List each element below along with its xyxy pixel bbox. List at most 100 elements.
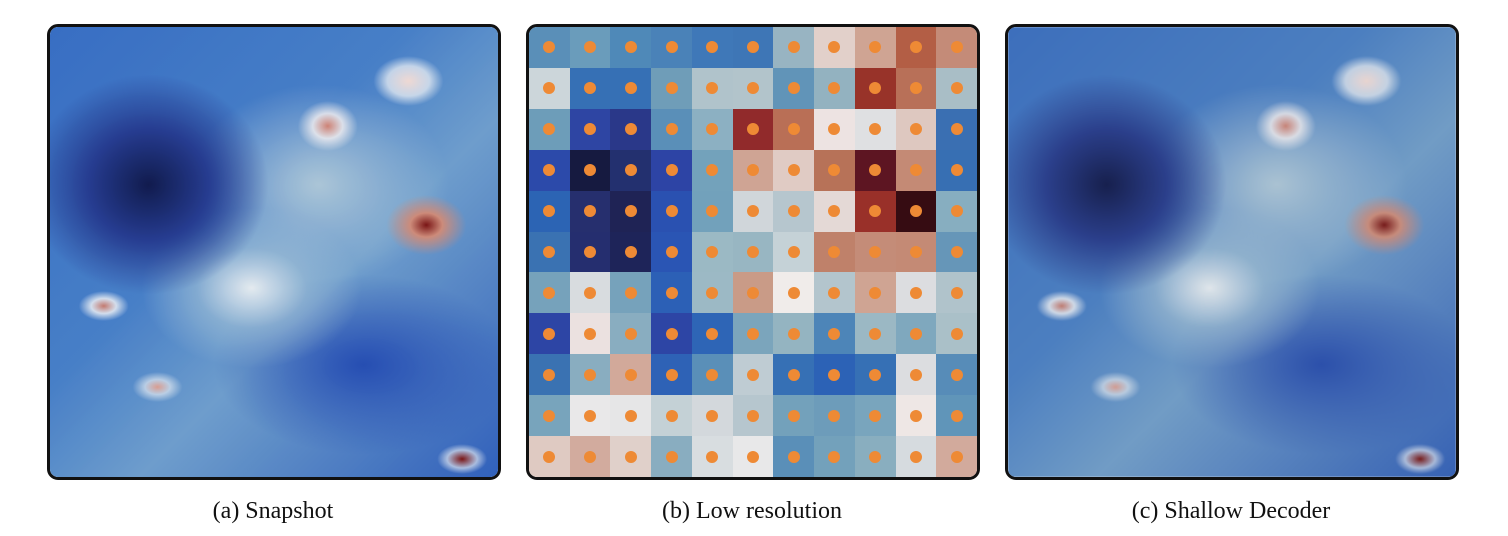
grid-cell xyxy=(529,395,570,437)
grid-cell xyxy=(814,313,855,355)
sensor-dot xyxy=(950,409,963,422)
grid-cell xyxy=(691,395,733,437)
sensor-dot xyxy=(706,123,719,136)
grid-cell xyxy=(936,395,977,437)
snapshot-field-image xyxy=(50,27,498,477)
sensor-dot xyxy=(543,368,556,381)
grid-cell xyxy=(773,190,815,232)
sensor-dot xyxy=(746,286,759,299)
grid-cell xyxy=(529,272,570,314)
sensor-dot xyxy=(787,205,800,218)
sensor-dot xyxy=(584,82,597,95)
grid-cell xyxy=(854,354,896,396)
sensor-dot xyxy=(909,368,922,381)
grid-cell xyxy=(732,108,774,150)
caption-snapshot: (a) Snapshot xyxy=(212,498,334,524)
grid-cell xyxy=(732,354,774,396)
grid-cell xyxy=(691,108,733,150)
sensor-dot xyxy=(624,164,637,177)
sensor-dot xyxy=(746,41,759,54)
grid-cell xyxy=(773,313,815,355)
sensor-dot xyxy=(746,409,759,422)
grid-cell xyxy=(651,313,692,355)
sensor-dot xyxy=(543,41,556,54)
sensor-dot xyxy=(584,41,597,54)
sensor-dot xyxy=(950,368,963,381)
grid-cell xyxy=(854,272,896,314)
sensor-dot xyxy=(746,245,759,258)
grid-cell xyxy=(569,27,611,68)
sensor-dot xyxy=(828,327,841,340)
grid-cell xyxy=(936,27,977,68)
grid-cell xyxy=(732,27,774,68)
grid-cell xyxy=(732,149,774,191)
sensor-dot xyxy=(584,245,597,258)
sensor-dot xyxy=(869,41,882,54)
sensor-dot xyxy=(543,450,556,463)
grid-cell xyxy=(691,436,733,477)
grid-cell xyxy=(814,231,855,273)
sensor-dot xyxy=(909,82,922,95)
sensor-dot xyxy=(624,41,637,54)
sensor-dot xyxy=(624,286,637,299)
grid-cell xyxy=(773,272,815,314)
sensor-dot xyxy=(869,123,882,136)
sensor-dot xyxy=(584,368,597,381)
sensor-dot xyxy=(787,327,800,340)
grid-cell xyxy=(569,108,611,150)
grid-cell xyxy=(732,67,774,109)
grid-cell xyxy=(936,272,977,314)
grid-cell xyxy=(610,149,652,191)
grid-cell xyxy=(610,272,652,314)
grid-cell xyxy=(773,231,815,273)
grid-cell xyxy=(773,395,815,437)
grid-cell xyxy=(854,231,896,273)
sensor-dot xyxy=(909,123,922,136)
sensor-dot xyxy=(746,164,759,177)
grid-cell xyxy=(936,313,977,355)
sensor-dot xyxy=(909,286,922,299)
sensor-dot xyxy=(624,409,637,422)
grid-cell xyxy=(569,395,611,437)
sensor-dot xyxy=(665,450,678,463)
grid-cell xyxy=(610,436,652,477)
grid-cell xyxy=(529,149,570,191)
sensor-dot xyxy=(869,164,882,177)
sensor-dot xyxy=(706,368,719,381)
grid-cell xyxy=(610,313,652,355)
sensor-dot xyxy=(706,245,719,258)
sensor-dot xyxy=(909,450,922,463)
grid-cell xyxy=(895,67,937,109)
grid-cell xyxy=(936,67,977,109)
grid-cell xyxy=(691,190,733,232)
grid-cell xyxy=(691,313,733,355)
grid-cell xyxy=(529,190,570,232)
grid-cell xyxy=(895,272,937,314)
grid-cell xyxy=(936,108,977,150)
grid-cell xyxy=(691,149,733,191)
sensor-dot xyxy=(665,164,678,177)
sensor-dot xyxy=(746,368,759,381)
grid-cell xyxy=(529,108,570,150)
sensor-dot xyxy=(828,245,841,258)
sensor-dot xyxy=(828,164,841,177)
grid-cell xyxy=(814,354,855,396)
caption-shallow-decoder: (c) Shallow Decoder xyxy=(1131,498,1331,524)
sensor-dot xyxy=(787,123,800,136)
grid-cell xyxy=(569,272,611,314)
sensor-dot xyxy=(869,205,882,218)
sensor-dot xyxy=(950,82,963,95)
sensor-dot xyxy=(543,286,556,299)
grid-cell xyxy=(814,395,855,437)
low-resolution-panel xyxy=(526,24,980,480)
grid-cell xyxy=(651,67,692,109)
grid-cell xyxy=(691,231,733,273)
sensor-dot xyxy=(828,123,841,136)
sensor-dot xyxy=(624,82,637,95)
sensor-dot xyxy=(909,41,922,54)
sensor-dot xyxy=(869,245,882,258)
sensor-dot xyxy=(828,82,841,95)
grid-cell xyxy=(691,67,733,109)
grid-cell xyxy=(651,231,692,273)
sensor-dot xyxy=(869,82,882,95)
